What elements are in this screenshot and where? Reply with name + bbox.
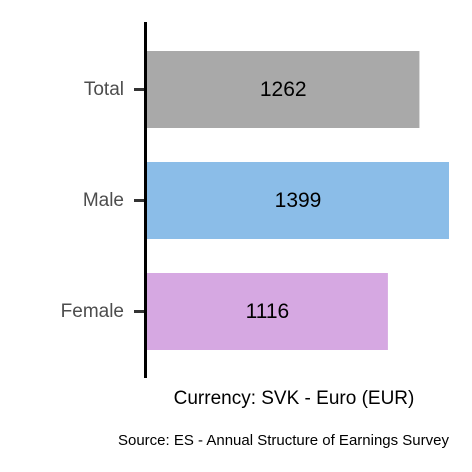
bar-male — [147, 162, 449, 239]
category-label-male: Male — [83, 190, 124, 211]
category-label-total: Total — [84, 79, 124, 100]
bars-layer — [147, 51, 449, 350]
bar-female — [147, 273, 388, 350]
bar-total — [147, 51, 420, 128]
value-label-female: 1116 — [246, 300, 290, 323]
value-label-male: 1399 — [275, 189, 322, 212]
category-labels: Total Male Female — [61, 79, 124, 322]
source-note: Source: ES - Annual Structure of Earning… — [118, 432, 450, 449]
x-axis-title: Currency: SVK - Euro (EUR) — [174, 388, 415, 409]
value-label-total: 1262 — [260, 78, 307, 101]
ticks-layer — [134, 88, 145, 313]
category-label-female: Female — [61, 301, 124, 322]
value-labels: 1262 1399 1116 — [246, 78, 322, 323]
